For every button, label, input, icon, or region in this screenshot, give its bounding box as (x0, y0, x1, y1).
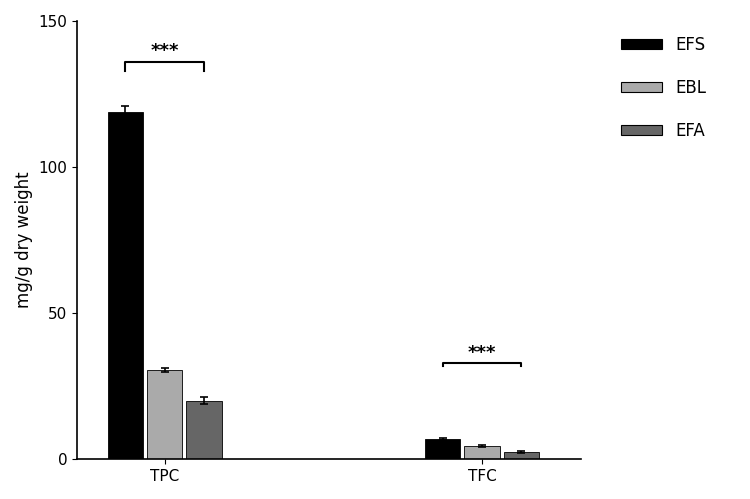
Bar (504, 452, 539, 459)
Legend: EFS, EBL, EFA: EFS, EBL, EFA (614, 29, 713, 147)
Y-axis label: mg/g dry weight: mg/g dry weight (15, 172, 33, 308)
Bar (187, 401, 222, 459)
Text: ***: *** (468, 344, 496, 362)
Bar (464, 446, 500, 459)
Bar (107, 112, 143, 459)
Bar (147, 370, 182, 459)
Text: ***: *** (151, 42, 179, 60)
Bar (425, 439, 460, 459)
